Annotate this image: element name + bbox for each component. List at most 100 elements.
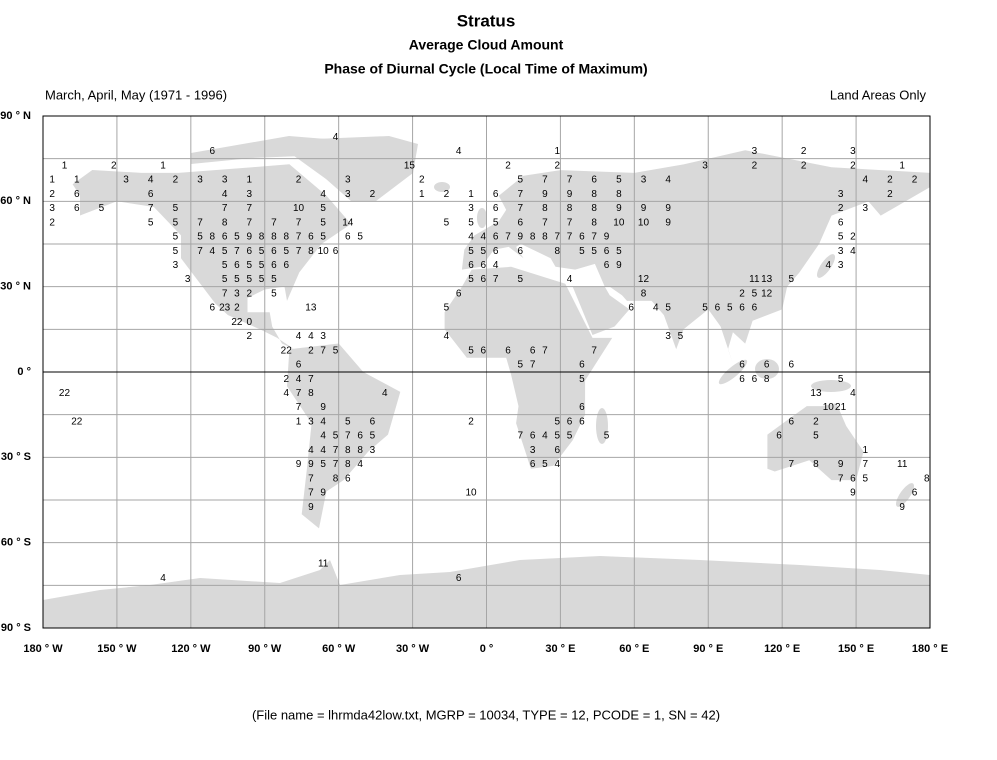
phase-value: 11 — [318, 559, 329, 570]
phase-value: 6 — [579, 416, 585, 427]
phase-value: 8 — [567, 203, 573, 214]
phase-value: 9 — [665, 203, 671, 214]
phase-value: 6 — [739, 374, 745, 385]
phase-value: 8 — [222, 217, 228, 228]
phase-value: 8 — [345, 459, 351, 470]
phase-value: 6 — [850, 473, 856, 484]
phase-value: 9 — [616, 260, 622, 271]
phase-value: 5 — [259, 260, 265, 271]
phase-value: 4 — [826, 260, 832, 271]
phase-value: 6 — [493, 232, 499, 243]
x-tick-label: 90 ° E — [693, 643, 723, 655]
phase-value: 5 — [234, 274, 240, 285]
period: March, April, May (1971 - 1996) — [45, 87, 227, 102]
y-tick-label: 60 ° N — [0, 195, 31, 207]
phase-value: 3 — [222, 175, 228, 186]
phase-value: 9 — [518, 232, 524, 243]
phase-value: 2 — [468, 416, 474, 427]
phase-value: 6 — [715, 303, 721, 314]
phase-value: 4 — [542, 431, 548, 442]
phase-value: 10 — [465, 488, 477, 499]
phase-value: 4 — [320, 189, 326, 200]
phase-value: 14 — [342, 217, 354, 228]
phase-value: 5 — [554, 416, 560, 427]
y-tick-label: 0 ° — [17, 366, 31, 378]
phase-value: 7 — [862, 459, 868, 470]
phase-value: 2 — [752, 160, 758, 171]
phase-value: 4 — [320, 431, 326, 442]
phase-value: 2 — [887, 175, 893, 186]
phase-value: 4 — [357, 459, 363, 470]
value-labels: 46 4 1 3 2 31 2 1 15 2 2 3 2 2 2 11 1 3 4 2 3 3 1 2 3 2 5 7 7 6 5 3 4 4 2 2… — [49, 132, 930, 584]
phase-value: 5 — [234, 232, 240, 243]
phase-value: 4 — [850, 246, 856, 257]
phase-value: 1 — [862, 445, 868, 456]
phase-value: 7 — [296, 217, 302, 228]
phase-value: 2 — [308, 345, 314, 356]
phase-value: 15 — [404, 160, 416, 171]
phase-value: 6 — [74, 203, 80, 214]
phase-value: 6 — [789, 360, 795, 371]
phase-value: 1 — [419, 189, 425, 200]
phase-value: 4 — [320, 445, 326, 456]
phase-value: 9 — [899, 502, 905, 513]
phase-value: 5 — [554, 431, 560, 442]
phase-value: 7 — [308, 473, 314, 484]
phase-value: 5 — [813, 431, 819, 442]
phase-value: 7 — [591, 232, 597, 243]
phase-value: 5 — [444, 303, 450, 314]
phase-value: 6 — [333, 246, 339, 257]
phase-value: 4 — [554, 459, 560, 470]
phase-value: 6 — [530, 459, 536, 470]
phase-value: 7 — [530, 360, 536, 371]
x-tick-label: 150 ° E — [838, 643, 874, 655]
phase-value: 5 — [99, 203, 105, 214]
phase-value: 7 — [296, 246, 302, 257]
phase-value: 1 — [296, 416, 302, 427]
phase-value: 5 — [271, 288, 277, 299]
phase-value: 2 — [246, 288, 252, 299]
phase-value: 4 — [493, 260, 499, 271]
phase-value: 8 — [259, 232, 265, 243]
phase-value: 6 — [271, 246, 277, 257]
phase-value: 6 — [752, 303, 758, 314]
phase-value: 5 — [468, 345, 474, 356]
phase-value: 10 — [823, 402, 835, 413]
phase-value: 5 — [148, 217, 154, 228]
phase-value: 2 — [850, 160, 856, 171]
phase-value: 7 — [554, 232, 560, 243]
phase-value: 6 — [456, 288, 462, 299]
phase-value: 5 — [333, 431, 339, 442]
phase-value: 7 — [296, 402, 302, 413]
x-tick-label: 90 ° W — [248, 643, 282, 655]
phase-value: 2 — [111, 160, 117, 171]
phase-value: 5 — [838, 232, 844, 243]
phase-value: 4 — [444, 331, 450, 342]
phase-value: 8 — [530, 232, 536, 243]
phase-value: 6 — [838, 217, 844, 228]
phase-value: 9 — [838, 459, 844, 470]
phase-value: 5 — [579, 374, 585, 385]
phase-value: 5 — [370, 431, 376, 442]
phase-value: 5 — [752, 288, 758, 299]
phase-value: 7 — [567, 217, 573, 228]
phase-value: 1 — [899, 160, 905, 171]
phase-value: 6 — [604, 246, 610, 257]
phase-value: 5 — [542, 459, 548, 470]
phase-value: 1 — [49, 175, 55, 186]
phase-value: 5 — [567, 431, 573, 442]
phase-value: 7 — [148, 203, 154, 214]
phase-value: 6 — [591, 175, 597, 186]
phase-value: 8 — [764, 374, 770, 385]
phase-value: 7 — [493, 274, 499, 285]
phase-value: 5 — [222, 246, 228, 257]
phase-value: 7 — [197, 217, 203, 228]
phase-value: 5 — [173, 232, 179, 243]
x-tick-label: 0 ° — [480, 643, 494, 655]
phase-value: 7 — [518, 203, 524, 214]
phase-value: 11 — [749, 274, 760, 285]
phase-value: 5 — [259, 246, 265, 257]
phase-value: 5 — [665, 303, 671, 314]
phase-value: 5 — [345, 416, 351, 427]
